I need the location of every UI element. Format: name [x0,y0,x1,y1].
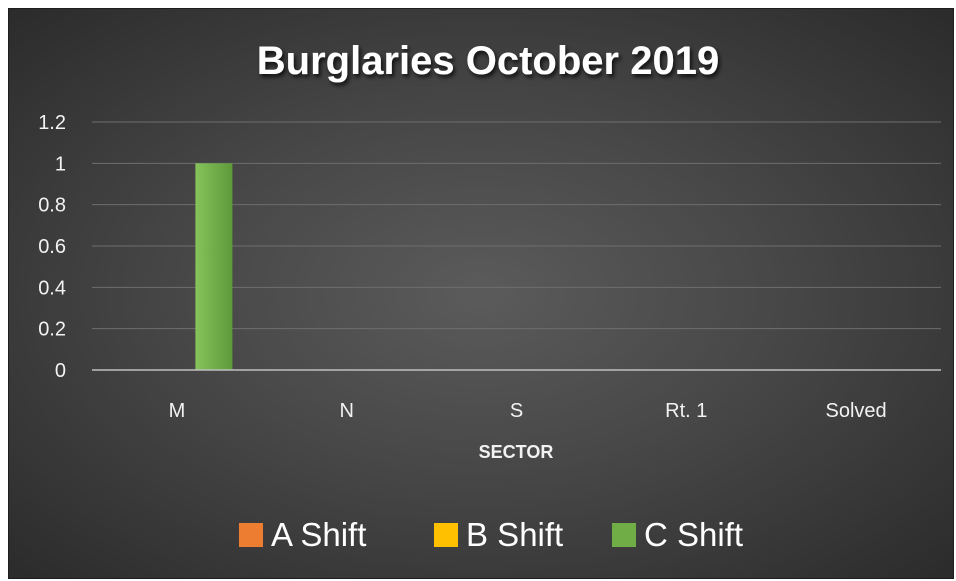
bar-c-shift-m [195,163,233,370]
y-tick-label: 0 [55,360,66,382]
x-tick-label: Solved [826,400,887,422]
x-tick-label: S [510,400,523,422]
chart-title: Burglaries October 2019 [257,39,719,83]
x-tick-label: N [339,400,353,422]
legend-entry-c-shift: C Shift [612,516,743,553]
legend-swatch [434,523,458,547]
x-axis-title: SECTOR [479,442,554,462]
legend-entry-b-shift: B Shift [434,516,563,553]
y-tick-label: 0.6 [38,236,66,258]
y-tick-label: 0.4 [38,277,66,299]
legend-label: C Shift [644,516,743,553]
y-tick-label: 1 [55,153,66,175]
legend-swatch [239,523,263,547]
y-tick-label: 0.2 [38,319,66,341]
chart-area [8,8,954,579]
x-tick-label: M [169,400,186,422]
legend-swatch [612,523,636,547]
y-tick-label: 1.2 [38,112,66,134]
legend: A Shift B Shift C Shift [239,516,743,553]
y-axis-ticks: 0 0.2 0.4 0.6 0.8 1 1.2 [38,112,66,382]
y-tick-label: 0.8 [38,195,66,217]
gridlines [92,121,941,330]
x-axis-ticks: M N S Rt. 1 Solved [169,400,887,422]
legend-label: B Shift [466,516,563,553]
x-tick-label: Rt. 1 [665,400,707,422]
legend-label: A Shift [271,516,366,553]
bars [195,163,233,370]
legend-entry-a-shift: A Shift [239,516,366,553]
